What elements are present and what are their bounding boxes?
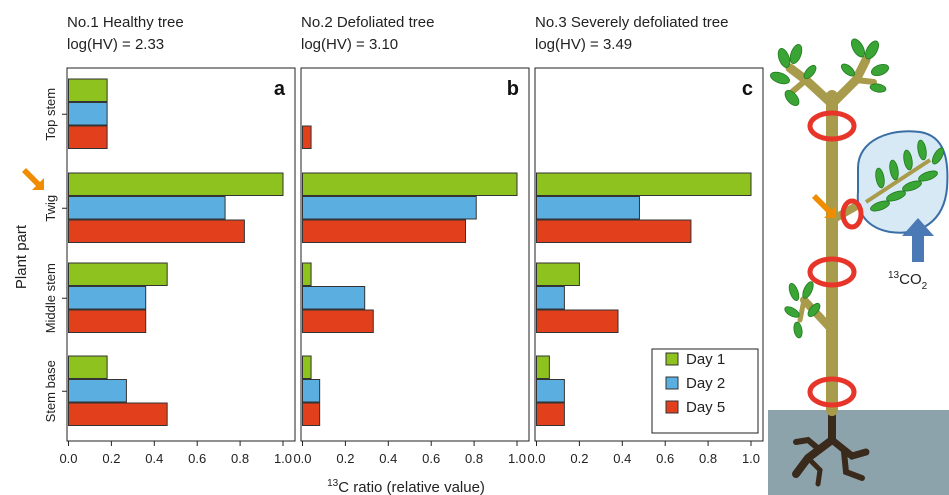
y-tick-label: Twig <box>43 195 58 222</box>
panel-title: No.3 Severely defoliated tree <box>535 14 728 31</box>
bar-c-stem-base-day-2 <box>537 380 565 403</box>
x-tick-label: 0.8 <box>699 451 717 466</box>
bar-b-twig-day-2 <box>303 197 477 220</box>
bar-b-stem-base-day-2 <box>303 380 320 403</box>
bar-c-twig-day-5 <box>537 220 691 243</box>
bar-a-twig-day-1 <box>69 173 284 196</box>
bar-b-middle-stem-day-2 <box>303 287 365 310</box>
twig-marker-arrow-icon <box>22 168 44 190</box>
panel-subtitle: log(HV) = 2.33 <box>67 36 164 53</box>
bar-b-twig-day-1 <box>303 173 518 196</box>
bar-b-twig-day-5 <box>303 220 466 243</box>
x-tick-label: 0.0 <box>527 451 545 466</box>
x-tick-label: 1.0 <box>274 451 292 466</box>
x-tick-label: 0.6 <box>656 451 674 466</box>
bar-a-twig-day-5 <box>69 220 245 243</box>
bar-c-middle-stem-day-1 <box>537 263 580 286</box>
y-tick-label: Top stem <box>43 88 58 141</box>
legend-swatch <box>666 401 678 413</box>
bar-c-stem-base-day-5 <box>537 403 565 426</box>
panel-letter: b <box>507 78 519 100</box>
bar-a-stem-base-day-2 <box>69 380 127 403</box>
co2-label-subscript: 2 <box>922 281 928 292</box>
panel-subtitle: log(HV) = 3.10 <box>301 36 398 53</box>
x-tick-label: 0.4 <box>379 451 397 466</box>
legend-swatch <box>666 377 678 389</box>
x-tick-label: 1.0 <box>742 451 760 466</box>
co2-label-superscript: 13 <box>888 270 900 281</box>
co2-label: 13CO2 <box>888 270 928 292</box>
x-tick-label: 0.2 <box>570 451 588 466</box>
bar-a-top-stem-day-1 <box>69 79 108 102</box>
panel-letter: a <box>274 78 286 100</box>
bar-a-twig-day-2 <box>69 197 226 220</box>
bar-a-middle-stem-day-1 <box>69 263 168 286</box>
x-tick-label: 0.8 <box>465 451 483 466</box>
x-tick-label: 0.0 <box>59 451 77 466</box>
legend-label: Day 5 <box>686 399 725 416</box>
x-tick-label: 0.4 <box>613 451 631 466</box>
bar-c-twig-day-2 <box>537 197 640 220</box>
bar-c-twig-day-1 <box>537 173 752 196</box>
bar-b-middle-stem-day-1 <box>303 263 312 286</box>
panel-letter: c <box>742 78 753 100</box>
y-tick-label: Middle stem <box>43 263 58 333</box>
panel-b: No.2 Defoliated tree log(HV) = 3.10 b 0.0 0.… <box>293 14 529 466</box>
legend-label: Day 1 <box>686 351 725 368</box>
bar-b-middle-stem-day-5 <box>303 310 374 333</box>
bar-a-top-stem-day-5 <box>69 126 108 149</box>
panel-title: No.2 Defoliated tree <box>301 14 434 31</box>
y-tick-label: Stem base <box>43 360 58 422</box>
x-tick-label: 0.6 <box>422 451 440 466</box>
x-axis-label-superscript: 13 <box>327 478 339 489</box>
labeling-bag <box>858 131 948 232</box>
x-tick-label: 0.2 <box>102 451 120 466</box>
bar-c-middle-stem-day-5 <box>537 310 619 333</box>
y-axis-label: Plant part <box>13 224 30 289</box>
bar-a-middle-stem-day-5 <box>69 310 146 333</box>
tree-labeling-diagram: 13CO2 <box>768 37 949 495</box>
bar-a-stem-base-day-1 <box>69 356 108 379</box>
legend: Day 1 Day 2 Day 5 <box>652 349 758 433</box>
x-tick-label: 1.0 <box>508 451 526 466</box>
x-tick-label: 0.8 <box>231 451 249 466</box>
bar-a-top-stem-day-2 <box>69 103 108 126</box>
panel-title: No.1 Healthy tree <box>67 14 184 31</box>
x-tick-label: 0.0 <box>293 451 311 466</box>
x-tick-label: 0.6 <box>188 451 206 466</box>
panel-frame <box>301 68 529 441</box>
bar-b-top-stem-day-5 <box>303 126 312 149</box>
bar-a-stem-base-day-5 <box>69 403 168 426</box>
co2-label-main: CO <box>899 271 922 288</box>
bar-c-middle-stem-day-2 <box>537 287 565 310</box>
x-axis-label-text: C ratio (relative value) <box>338 479 485 495</box>
panel-a: No.1 Healthy tree log(HV) = 2.33 a 0.0 0.2 0.… <box>43 14 295 466</box>
bar-a-middle-stem-day-2 <box>69 287 146 310</box>
bar-b-stem-base-day-5 <box>303 403 320 426</box>
bar-c-stem-base-day-1 <box>537 356 550 379</box>
legend-swatch <box>666 353 678 365</box>
bar-b-stem-base-day-1 <box>303 356 312 379</box>
legend-label: Day 2 <box>686 375 725 392</box>
x-tick-label: 0.4 <box>145 451 163 466</box>
panel-subtitle: log(HV) = 3.49 <box>535 36 632 53</box>
x-axis-label: 13C ratio (relative value) <box>327 478 485 495</box>
x-tick-label: 0.2 <box>336 451 354 466</box>
